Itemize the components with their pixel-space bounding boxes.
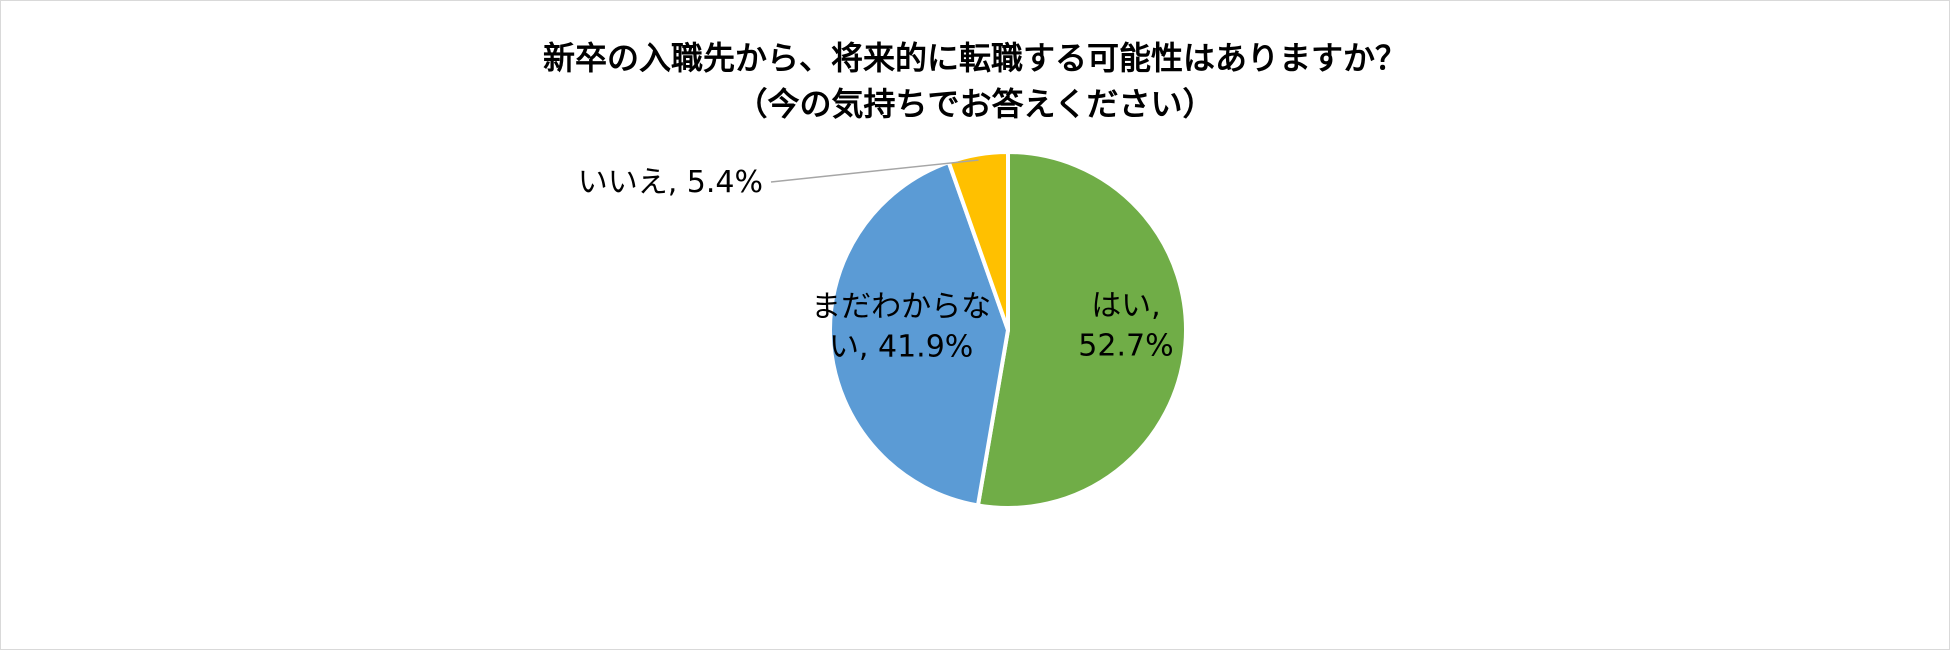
pie-data-label-1-line-1: い, 41.9% [829,330,973,365]
chart-title-line-2: （今の気持ちでお答えください） [735,85,1215,123]
pie-data-label-0-line-1: 52.7% [1078,328,1173,363]
pie-data-label-0: はい, 52.7% [1078,288,1173,363]
pie-data-label-1-line-0: まだわからな [811,290,991,325]
pie-data-label-1: まだわからない, 41.9% [811,290,991,365]
pie-slice-2 [946,150,1010,332]
pie-slice-0 [975,150,1188,510]
pie-data-label-2-line-0: いいえ, 5.4% [578,165,763,200]
pie-slice-1 [828,160,1010,508]
pie-leader-line-2 [770,159,979,183]
chart-title-line-1: 新卒の入職先から、将来的に転職する可能性はありますか？ [542,39,1407,77]
pie-data-label-2: いいえ, 5.4% [578,165,763,200]
pie-data-labels: はい, 52.7% まだわからない, 41.9% いいえ, 5.4% [578,165,1174,365]
pie-leader-lines [770,159,979,183]
pie-data-label-0-line-0: はい, [1091,288,1161,323]
pie-slices [828,150,1188,510]
